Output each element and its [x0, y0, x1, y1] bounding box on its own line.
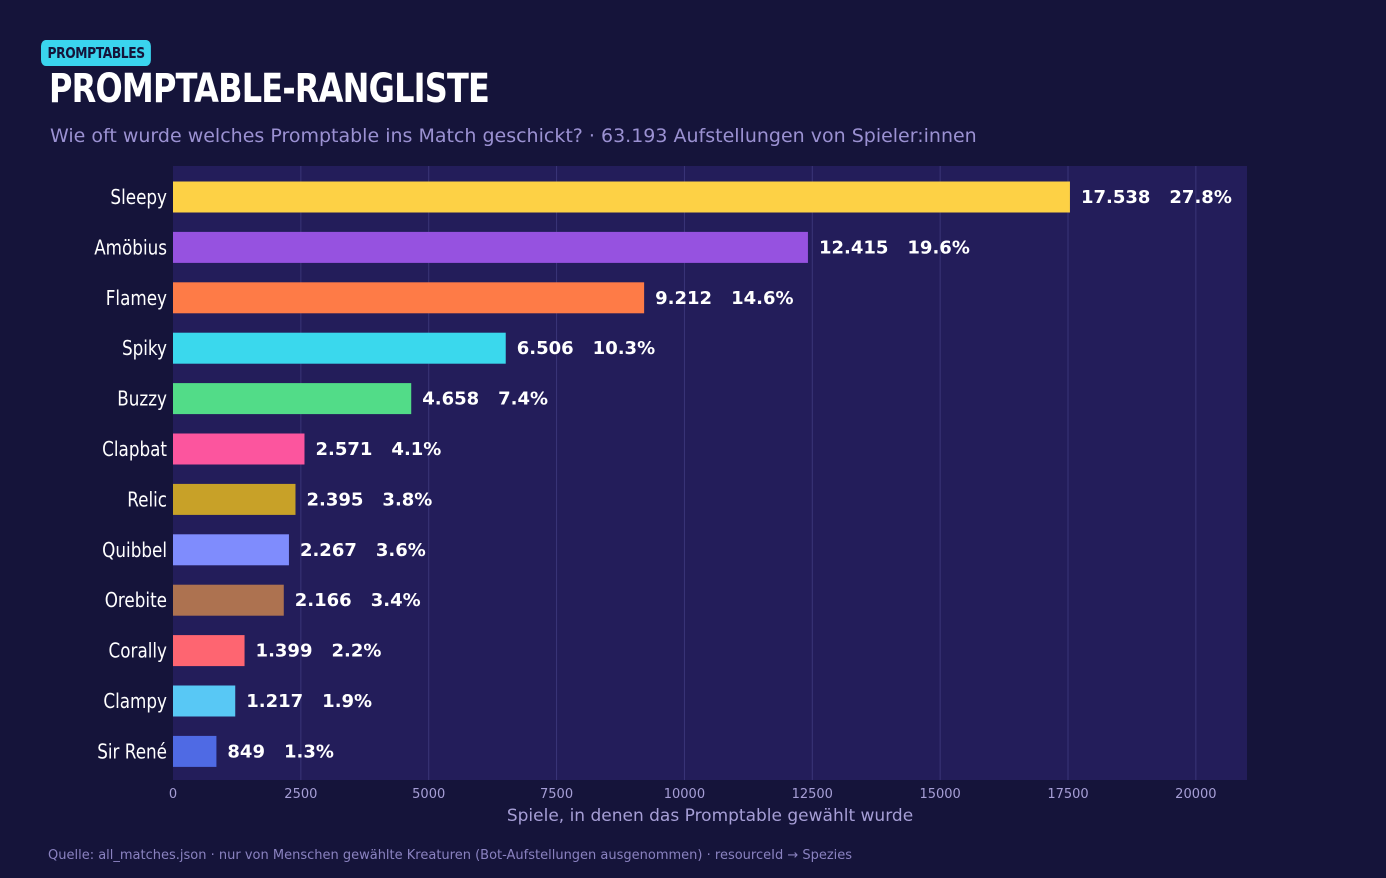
x-tick-label: 15000: [919, 787, 960, 802]
value-label: 1.217 1.9%: [246, 691, 372, 712]
bar-group: Clapbat 2.571 4.1%: [102, 433, 441, 465]
page-subtitle: Wie oft wurde welches Promptable ins Mat…: [50, 125, 977, 147]
bar-group: Buzzy 4.658 7.4%: [117, 383, 548, 415]
category-label: Sleepy: [110, 187, 167, 210]
x-tick-label: 12500: [792, 787, 833, 802]
value-count: 2.395: [306, 489, 363, 510]
value-label: 2.571 4.1%: [315, 439, 441, 460]
bar-group: Clampy 1.217 1.9%: [103, 685, 372, 717]
bar-group: Corally 1.399 2.2%: [109, 635, 382, 667]
category-label: Orebite: [105, 590, 167, 613]
bar-group: Quibbel 2.267 3.6%: [102, 534, 426, 566]
value-percent: 3.8%: [382, 489, 432, 510]
value-label: 2.166 3.4%: [295, 590, 421, 611]
value-count: 2.571: [315, 439, 372, 460]
value-percent: 14.6%: [731, 288, 793, 309]
value-percent: 27.8%: [1169, 187, 1231, 208]
grid-lines: [300, 166, 1197, 780]
value-label: 1.399 2.2%: [256, 641, 382, 662]
value-label: 9.212 14.6%: [655, 288, 793, 309]
x-tick-label: 2500: [284, 787, 317, 802]
value-percent: 1.3%: [284, 741, 334, 762]
value-percent: 2.2%: [331, 641, 381, 662]
x-axis-title: Spiele, in denen das Promptable gewählt …: [507, 806, 913, 826]
value-percent: 4.1%: [391, 439, 441, 460]
value-percent: 1.9%: [322, 691, 372, 712]
category-label: Relic: [127, 489, 167, 512]
x-axis: 0 2500 5000 7500 10000 12500 15000 17500 20000: [169, 787, 1217, 802]
value-count: 1.399: [256, 641, 313, 662]
bar: [173, 534, 289, 566]
value-count: 6.506: [517, 338, 574, 359]
category-label: Amöbius: [94, 237, 167, 260]
bar-group: Amöbius 12.415 19.6%: [94, 231, 970, 263]
value-label: 2.267 3.6%: [300, 540, 426, 561]
category-label: Sir René: [97, 741, 167, 764]
value-count: 849: [227, 741, 265, 762]
page-title: PROMPTABLE-RANGLISTE: [49, 66, 490, 112]
category-label: Clampy: [103, 691, 167, 714]
bar-group: Orebite 2.166 3.4%: [105, 584, 421, 616]
x-tick-label: 5000: [412, 787, 445, 802]
x-tick-label: 7500: [540, 787, 573, 802]
bars: Sleepy 17.538 27.8% Amöbius 12.415 19.6% Flame…: [94, 181, 1232, 767]
bar: [173, 735, 217, 767]
value-label: 2.395 3.8%: [306, 489, 432, 510]
value-percent: 10.3%: [593, 338, 655, 359]
bar-chart: Sleepy 17.538 27.8% Amöbius 12.415 19.6% Flame…: [94, 166, 1247, 826]
value-count: 2.166: [295, 590, 352, 611]
bar-group: Sleepy 17.538 27.8%: [110, 181, 1232, 213]
bar: [173, 685, 236, 717]
category-label: Clapbat: [102, 439, 167, 462]
bar: [173, 231, 808, 263]
value-percent: 3.4%: [371, 590, 421, 611]
category-label: Flamey: [106, 287, 167, 310]
x-tick-label: 10000: [664, 787, 705, 802]
bar: [173, 635, 245, 667]
bar-group: Sir René 849 1.3%: [97, 735, 334, 767]
x-tick-label: 0: [169, 787, 177, 802]
bar: [173, 584, 284, 616]
category-label: Corally: [109, 640, 168, 663]
value-count: 4.658: [422, 389, 479, 410]
category-badge: PROMPTABLES: [41, 40, 152, 66]
value-count: 17.538: [1081, 187, 1150, 208]
bar: [173, 483, 296, 515]
bar-group: Flamey 9.212 14.6%: [106, 282, 794, 314]
bar: [173, 433, 305, 465]
value-percent: 19.6%: [907, 237, 969, 258]
value-count: 1.217: [246, 691, 303, 712]
value-count: 2.267: [300, 540, 357, 561]
value-percent: 7.4%: [498, 389, 548, 410]
category-label: Spiky: [122, 338, 167, 361]
bar-group: Spiky 6.506 10.3%: [122, 332, 655, 364]
bar: [173, 282, 645, 314]
value-count: 9.212: [655, 288, 712, 309]
category-label: Buzzy: [117, 388, 167, 411]
bar: [173, 332, 506, 364]
x-tick-label: 20000: [1175, 787, 1216, 802]
value-label: 4.658 7.4%: [422, 389, 548, 410]
bar: [173, 181, 1070, 213]
value-label: 12.415 19.6%: [819, 237, 970, 258]
value-count: 12.415: [819, 237, 888, 258]
bar-group: Relic 2.395 3.8%: [127, 483, 432, 515]
bar: [173, 383, 412, 415]
x-tick-label: 17500: [1047, 787, 1088, 802]
source-note: Quelle: all_matches.json · nur von Mensc…: [48, 848, 853, 863]
value-percent: 3.6%: [376, 540, 426, 561]
value-label: 17.538 27.8%: [1081, 187, 1232, 208]
category-label: Quibbel: [102, 539, 167, 562]
value-label: 6.506 10.3%: [517, 338, 655, 359]
value-label: 849 1.3%: [227, 741, 334, 762]
